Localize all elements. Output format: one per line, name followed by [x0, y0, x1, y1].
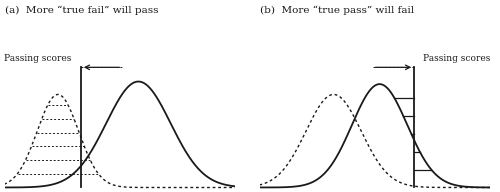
Text: Passing scores: Passing scores — [4, 54, 71, 63]
Text: (b)  More “true pass” will fail: (b) More “true pass” will fail — [260, 6, 414, 15]
Text: (a)  More “true fail” will pass: (a) More “true fail” will pass — [5, 6, 158, 15]
Text: Passing scores: Passing scores — [424, 54, 490, 63]
